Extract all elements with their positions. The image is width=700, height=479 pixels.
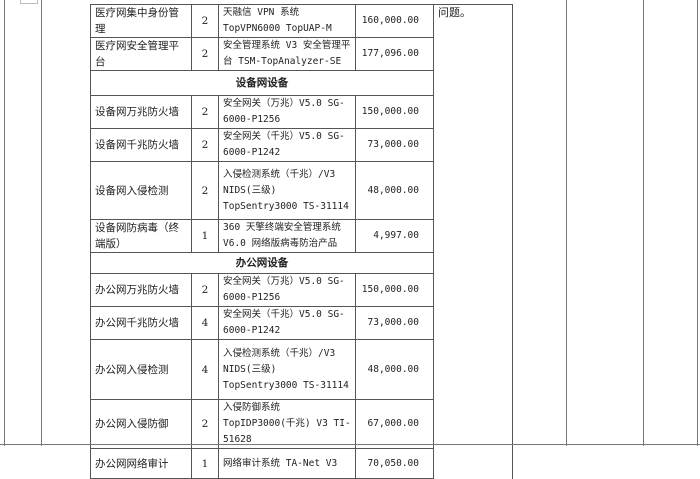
item-model: 安全网关（万兆）V5.0 SG-6000-P1256 — [218, 273, 356, 307]
page-corner-marker — [20, 0, 38, 4]
item-price: 4,997.00 — [355, 219, 434, 253]
item-price: 70,050.00 — [355, 448, 434, 479]
item-model: 安全网关（千兆）V5.0 SG-6000-P1242 — [218, 306, 356, 340]
section-title: 设备网设备 — [90, 70, 434, 96]
outer-table-border — [643, 0, 644, 446]
outer-table-border — [697, 0, 698, 446]
item-name: 办公网千兆防火墙 — [90, 306, 192, 340]
item-quantity: 2 — [191, 161, 219, 220]
table-row: 设备网万兆防火墙 2 安全网关（万兆）V5.0 SG-6000-P1256 15… — [90, 95, 513, 129]
item-price: 177,096.00 — [355, 37, 434, 71]
item-quantity: 2 — [191, 128, 219, 162]
item-quantity: 4 — [191, 339, 219, 400]
table-row: 医疗网集中身份管理 2 天融信 VPN 系统 TopVPN6000 TopUAP… — [90, 4, 513, 479]
item-quantity: 1 — [191, 448, 219, 479]
item-price: 48,000.00 — [355, 161, 434, 220]
item-name: 办公网入侵检测 — [90, 339, 192, 400]
item-model: 入侵检测系统（千兆）/V3 NIDS(三级) TopSentry3000 TS-… — [218, 161, 356, 220]
item-price: 73,000.00 — [355, 128, 434, 162]
item-name: 设备网万兆防火墙 — [90, 95, 192, 129]
outer-table-border — [566, 0, 567, 446]
item-quantity: 2 — [191, 95, 219, 129]
equipment-price-table: 医疗网集中身份管理 2 天融信 VPN 系统 TopVPN6000 TopUAP… — [90, 4, 513, 479]
item-model: 安全网关（万兆）V5.0 SG-6000-P1256 — [218, 95, 356, 129]
table-row: 设备网入侵检测 2 入侵检测系统（千兆）/V3 NIDS(三级) TopSent… — [90, 161, 513, 220]
item-price: 150,000.00 — [355, 273, 434, 307]
outer-table-border — [4, 0, 5, 446]
table-row: 设备网防病毒（终端版） 1 360 天擎终端安全管理系统 V6.0 网络版病毒防… — [90, 219, 513, 253]
item-model: 安全网关（千兆）V5.0 SG-6000-P1242 — [218, 128, 356, 162]
item-name: 办公网万兆防火墙 — [90, 273, 192, 307]
item-price: 48,000.00 — [355, 339, 434, 400]
item-model: 网络审计系统 TA-Net V3 — [218, 448, 356, 479]
item-price: 73,000.00 — [355, 306, 434, 340]
item-quantity: 2 — [191, 4, 219, 38]
item-name: 设备网防病毒（终端版） — [90, 219, 192, 253]
item-model: 360 天擎终端安全管理系统 V6.0 网络版病毒防治产品 — [218, 219, 356, 253]
item-quantity: 1 — [191, 219, 219, 253]
item-name: 办公网网络审计 — [90, 448, 192, 479]
item-price: 67,000.00 — [355, 399, 434, 449]
item-name: 办公网入侵防御 — [90, 399, 192, 449]
item-quantity: 4 — [191, 306, 219, 340]
item-model: 入侵防御系统 TopIDP3000(千兆) V3 TI-51628 — [218, 399, 356, 449]
outer-table-border — [41, 0, 42, 446]
page-bottom-border — [0, 444, 700, 445]
table-row: 医疗网安全管理平台 2 安全管理系统 V3 安全管理平台 TSM-TopAnal… — [90, 37, 513, 71]
item-price: 150,000.00 — [355, 95, 434, 129]
table-row: 办公网入侵检测 4 入侵检测系统（千兆）/V3 NIDS(三级) TopSent… — [90, 339, 513, 400]
item-model: 入侵检测系统（千兆）/V3 NIDS(三级) TopSentry3000 TS-… — [218, 339, 356, 400]
item-name: 设备网入侵检测 — [90, 161, 192, 220]
section-title: 办公网设备 — [90, 252, 434, 274]
item-name: 医疗网安全管理平台 — [90, 37, 192, 71]
table-row: 设备网千兆防火墙 2 安全网关（千兆）V5.0 SG-6000-P1242 73… — [90, 128, 513, 162]
item-name: 医疗网集中身份管理 — [90, 4, 192, 38]
table-row: 办公网千兆防火墙 4 安全网关（千兆）V5.0 SG-6000-P1242 73… — [90, 306, 513, 340]
item-quantity: 2 — [191, 273, 219, 307]
item-price: 160,000.00 — [355, 4, 434, 38]
table-row: 办公网万兆防火墙 2 安全网关（万兆）V5.0 SG-6000-P1256 15… — [90, 273, 513, 307]
item-model: 安全管理系统 V3 安全管理平台 TSM-TopAnalyzer-SE — [218, 37, 356, 71]
note-cell: 问题。 — [433, 4, 513, 479]
item-quantity: 2 — [191, 37, 219, 71]
item-quantity: 2 — [191, 399, 219, 449]
item-name: 设备网千兆防火墙 — [90, 128, 192, 162]
item-model: 天融信 VPN 系统 TopVPN6000 TopUAP-M — [218, 4, 356, 38]
